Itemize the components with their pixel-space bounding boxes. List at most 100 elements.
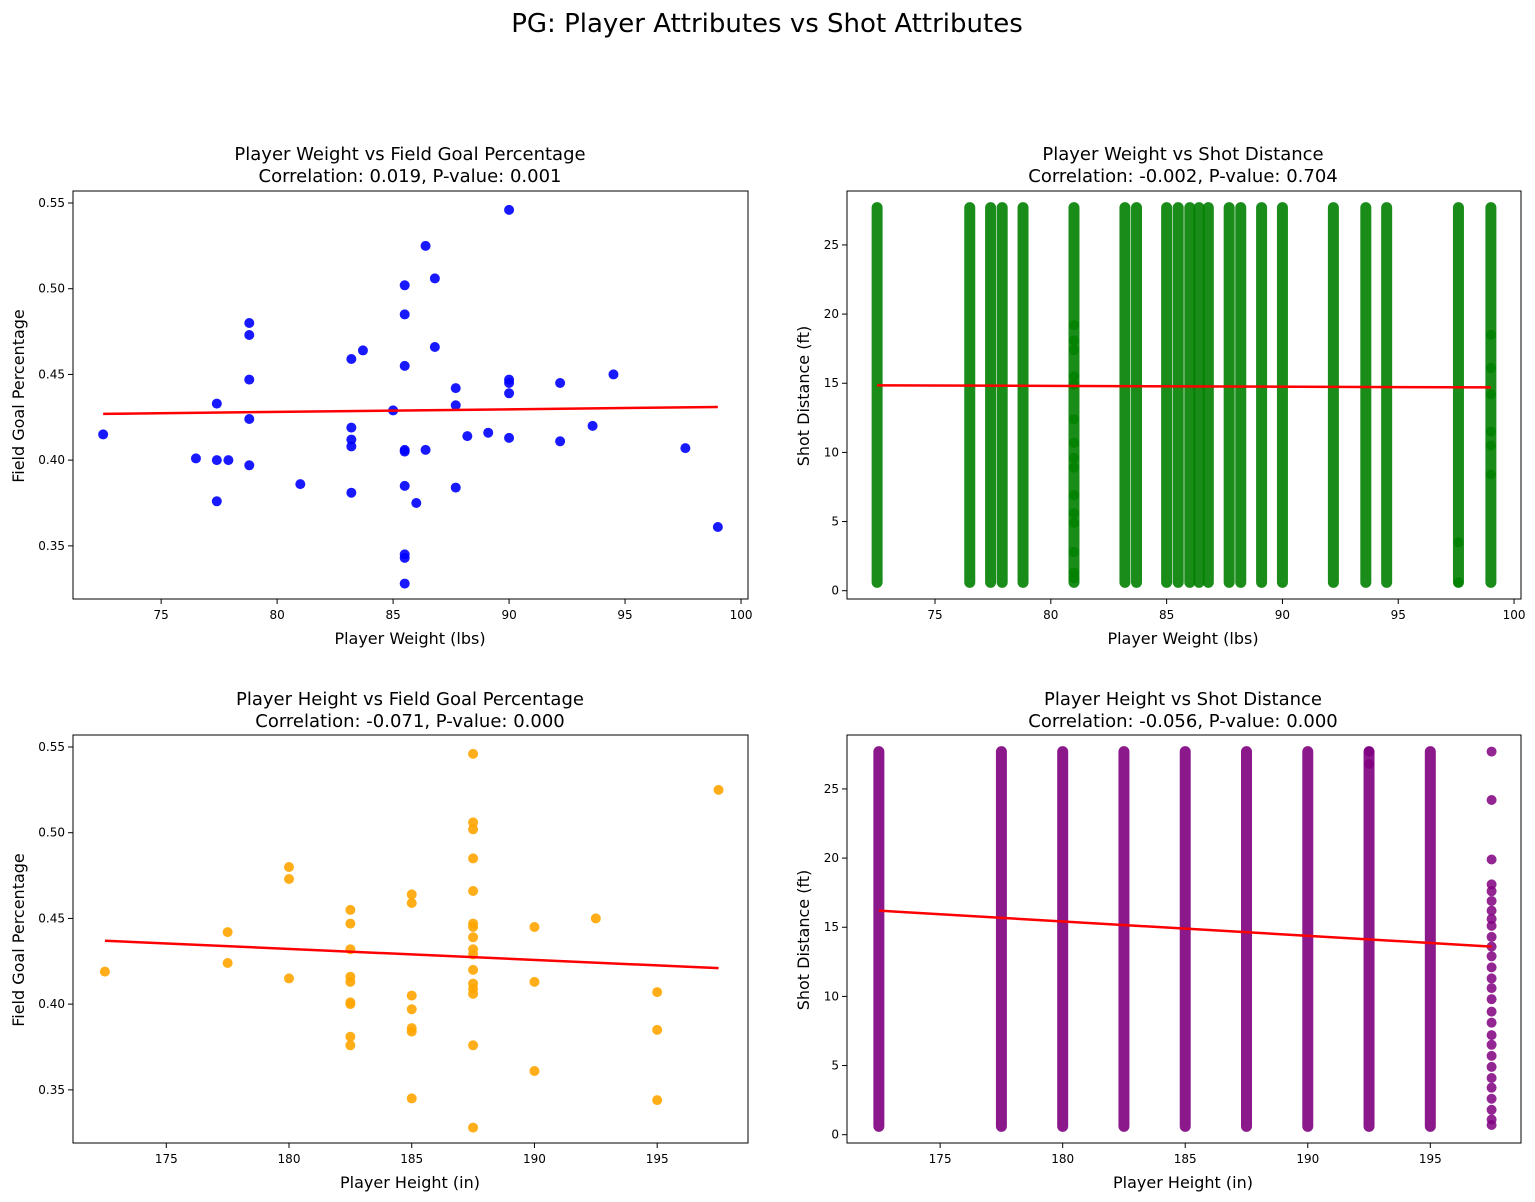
y-tick-label: 25: [824, 238, 839, 252]
data-point: [1068, 546, 1079, 557]
data-point: [468, 964, 479, 975]
x-tick-label: 90: [1275, 608, 1290, 622]
subplot-subtitle: Correlation: 0.019, P-value: 0.001: [259, 166, 562, 187]
data-point: [713, 784, 724, 795]
data-point: [504, 432, 515, 443]
data-point: [468, 922, 479, 932]
regression-line: [103, 405, 718, 416]
data-point: [1485, 426, 1496, 437]
data-point: [1486, 905, 1497, 916]
data-point: [1485, 469, 1496, 480]
x-axis-label: Player Weight (lbs): [1107, 629, 1258, 648]
x-tick-label: 185: [1174, 1152, 1197, 1166]
subplot-title: Player Height vs Field Goal Percentage: [236, 689, 584, 710]
y-tick-label: 0: [831, 584, 839, 598]
data-point: [1486, 973, 1497, 984]
y-axis-label: Field Goal Percentage: [9, 853, 28, 1027]
data-point: [1068, 490, 1079, 501]
data-point: [1486, 1017, 1497, 1028]
data-point: [399, 578, 410, 589]
data-point: [190, 453, 201, 464]
data-point: [1068, 320, 1079, 331]
y-tick-label: 10: [824, 989, 839, 1003]
data-point: [504, 378, 515, 388]
x-tick-label: 85: [385, 608, 400, 622]
data-point: [483, 427, 494, 438]
y-tick-label: 0.55: [38, 740, 65, 754]
data-point: [462, 431, 473, 442]
x-tick-label: 90: [501, 608, 516, 622]
data-point: [1486, 994, 1497, 1005]
data-point: [406, 1093, 417, 1104]
axes-frame: [72, 190, 749, 600]
x-tick-label: 95: [1391, 608, 1406, 622]
data-point: [346, 354, 357, 364]
x-tick-label: 175: [929, 1152, 952, 1166]
data-point: [608, 369, 619, 380]
data-point: [345, 999, 356, 1010]
subplot-subtitle: Correlation: -0.071, P-value: 0.000: [255, 711, 564, 732]
data-point: [652, 1024, 663, 1035]
data-point: [1486, 1093, 1497, 1104]
data-point: [1068, 508, 1079, 519]
y-tick-label: 5: [831, 1059, 839, 1073]
x-tick-label: 85: [1159, 608, 1174, 622]
data-point: [468, 853, 479, 864]
figure-title: PG: Player Attributes vs Shot Attributes: [511, 9, 1023, 39]
data-point: [1486, 1120, 1497, 1131]
x-tick-label: 80: [1043, 608, 1058, 622]
data-marks: [98, 204, 723, 589]
data-point: [1486, 931, 1497, 942]
subplot-height-vs-distance: Player Height vs Shot Distance Correlati…: [794, 689, 1522, 1192]
x-tick-label: 180: [278, 1152, 301, 1166]
data-point: [1485, 440, 1496, 451]
data-point: [468, 1122, 479, 1133]
data-point: [1364, 759, 1375, 770]
data-point: [590, 913, 601, 924]
x-tick-label: 185: [400, 1152, 423, 1166]
data-point: [1486, 1050, 1497, 1061]
data-point: [504, 388, 515, 399]
x-axis-label: Player Height (in): [1113, 1173, 1253, 1192]
data-point: [1486, 913, 1497, 924]
data-point: [1486, 1030, 1497, 1041]
data-point: [429, 342, 440, 352]
data-marks: [871, 202, 1497, 588]
subplot-weight-vs-distance: Player Weight vs Shot Distance Correlati…: [794, 144, 1526, 648]
data-point: [411, 498, 422, 508]
data-point: [1486, 854, 1497, 865]
x-tick-label: 190: [1296, 1152, 1319, 1166]
data-point: [450, 482, 461, 493]
data-point: [211, 398, 222, 409]
regression-line: [878, 909, 1492, 948]
x-tick-label: 100: [1503, 608, 1526, 622]
y-axis-label: Shot Distance (ft): [794, 870, 813, 1011]
x-axis-label: Player Weight (lbs): [334, 629, 485, 648]
data-point: [1068, 437, 1079, 448]
data-point: [429, 273, 440, 284]
data-point: [1486, 951, 1497, 962]
data-point: [223, 455, 234, 466]
y-tick-label: 20: [824, 307, 839, 321]
data-point: [406, 990, 417, 1001]
data-marks: [873, 746, 1497, 1132]
data-point: [1486, 1006, 1497, 1017]
data-point: [1486, 895, 1497, 906]
data-point: [468, 817, 479, 828]
data-point: [357, 345, 368, 356]
data-point: [1486, 1104, 1497, 1115]
data-point: [346, 434, 357, 445]
x-tick-label: 75: [154, 608, 169, 622]
data-point: [468, 988, 479, 999]
x-tick-label: 195: [646, 1152, 669, 1166]
data-point: [1486, 983, 1497, 994]
data-point: [468, 932, 479, 943]
data-point: [99, 966, 110, 977]
data-point: [406, 1004, 417, 1015]
data-point: [399, 360, 410, 371]
data-point: [284, 973, 294, 984]
data-point: [295, 479, 306, 490]
data-point: [1486, 746, 1497, 757]
y-tick-label: 0.50: [38, 282, 65, 296]
